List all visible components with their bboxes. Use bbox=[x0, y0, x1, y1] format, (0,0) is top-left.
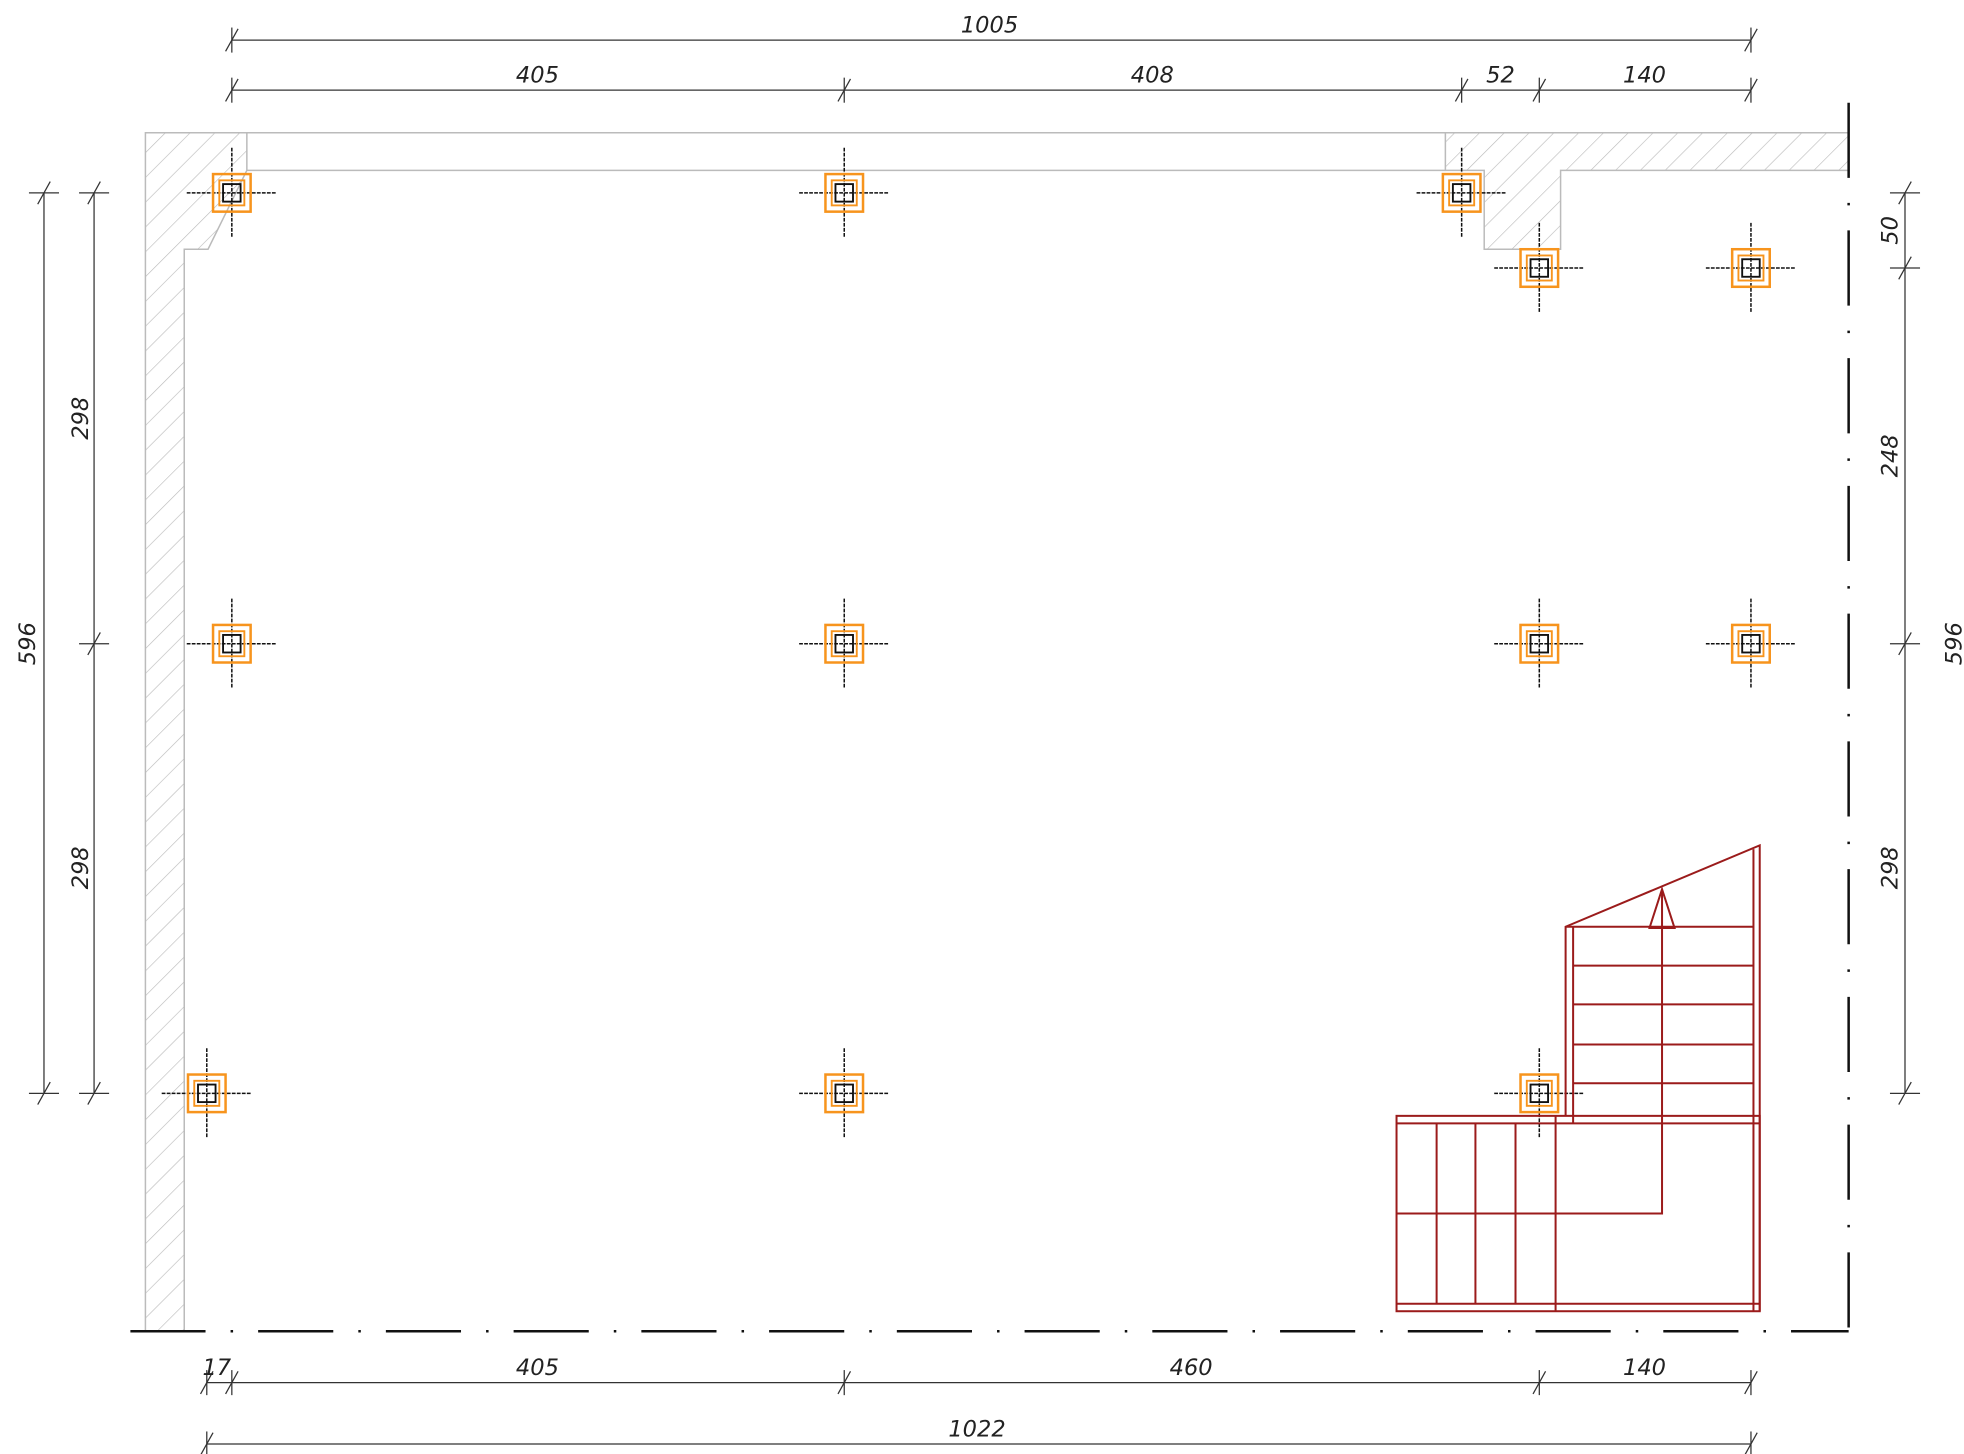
column-core bbox=[1529, 634, 1550, 654]
dimension-tick bbox=[1532, 1371, 1547, 1395]
column bbox=[186, 147, 277, 238]
column bbox=[1494, 1048, 1585, 1139]
column-plate bbox=[1737, 254, 1765, 282]
columns bbox=[161, 147, 1797, 1139]
column-plate bbox=[1525, 254, 1553, 282]
dimension-tick bbox=[1454, 78, 1469, 102]
dimension-tick bbox=[1532, 78, 1547, 102]
column-plate bbox=[1737, 630, 1765, 658]
column-plate bbox=[830, 179, 858, 207]
column bbox=[799, 147, 890, 238]
dimension-lines bbox=[28, 27, 1921, 1454]
dimension-label: 50 bbox=[1877, 216, 1903, 245]
column bbox=[1705, 222, 1797, 314]
dimension-label: 408 bbox=[1131, 63, 1174, 89]
dimension-tick bbox=[200, 1432, 214, 1454]
dimension-label: 405 bbox=[516, 63, 559, 89]
dimension-tick bbox=[199, 1371, 214, 1395]
column-core bbox=[834, 634, 854, 654]
dimension-label: 140 bbox=[1623, 1355, 1666, 1381]
dimension-label: 1005 bbox=[961, 13, 1018, 39]
column-base bbox=[211, 172, 252, 213]
dimension-tick bbox=[87, 181, 101, 205]
dimension-tick bbox=[1744, 1371, 1758, 1395]
dimension-tick bbox=[225, 1371, 239, 1395]
column-core bbox=[1451, 183, 1472, 203]
column-base bbox=[1730, 247, 1771, 289]
dimension-tick bbox=[37, 1081, 51, 1105]
column-base bbox=[824, 623, 865, 664]
column-plate bbox=[193, 1079, 221, 1107]
column-base bbox=[1519, 247, 1560, 289]
column bbox=[1494, 222, 1585, 314]
column-plate bbox=[830, 630, 858, 658]
column-core bbox=[1529, 1083, 1550, 1104]
dimension-tick bbox=[837, 1371, 852, 1395]
dimension-tick bbox=[37, 181, 51, 205]
dimension-tick bbox=[1744, 78, 1758, 102]
column-base bbox=[824, 172, 865, 213]
column bbox=[1705, 598, 1797, 689]
column-plate bbox=[1448, 179, 1476, 207]
dimension-tick bbox=[1898, 256, 1912, 280]
dimension-label: 140 bbox=[1623, 63, 1666, 89]
column-core bbox=[222, 634, 242, 654]
dimension-label: 298 bbox=[1877, 846, 1903, 889]
column-core bbox=[1741, 258, 1761, 278]
dimension-tick bbox=[225, 28, 239, 52]
dimension-tick bbox=[1744, 28, 1758, 52]
column bbox=[799, 1048, 890, 1139]
dimension-tick bbox=[1898, 632, 1912, 656]
column bbox=[161, 1048, 252, 1139]
column-base bbox=[1519, 1073, 1560, 1114]
column-core bbox=[834, 1083, 854, 1104]
column-base bbox=[211, 623, 252, 664]
column bbox=[1416, 147, 1507, 238]
column-core bbox=[1741, 634, 1761, 654]
stair-flight bbox=[1564, 843, 1761, 1312]
column-base bbox=[186, 1073, 227, 1114]
dimension-label: 596 bbox=[1941, 622, 1964, 665]
column-core bbox=[222, 183, 242, 203]
dimension-tick bbox=[1744, 1432, 1758, 1454]
top-right-wall bbox=[1444, 131, 1850, 250]
dimension-label: 298 bbox=[68, 846, 94, 889]
column bbox=[186, 598, 277, 689]
walls bbox=[130, 102, 1850, 1333]
column-plate bbox=[830, 1079, 858, 1107]
dimension-label: 298 bbox=[68, 397, 94, 440]
stair-arrow-head bbox=[1648, 885, 1676, 930]
dimension-label: 596 bbox=[15, 622, 41, 665]
staircase bbox=[1395, 843, 1761, 1313]
dimension-tick bbox=[225, 78, 239, 102]
column-plate bbox=[1525, 630, 1553, 658]
column-plate bbox=[218, 179, 246, 207]
dimension-tick bbox=[837, 78, 852, 102]
column-base bbox=[824, 1073, 865, 1114]
column-base bbox=[1519, 623, 1560, 664]
column-core bbox=[1529, 258, 1550, 278]
column-plate bbox=[218, 630, 246, 658]
stair-arrow-line bbox=[1396, 891, 1664, 1215]
dimension-label: 460 bbox=[1170, 1355, 1213, 1381]
left-wall bbox=[144, 131, 248, 1333]
column-core bbox=[197, 1083, 217, 1104]
column bbox=[1494, 598, 1585, 689]
column bbox=[799, 598, 890, 689]
dimension-label: 52 bbox=[1486, 63, 1515, 89]
dimension-tick bbox=[87, 1081, 101, 1105]
dimension-tick bbox=[1898, 1081, 1912, 1105]
dimension-tick bbox=[87, 632, 101, 656]
column-core bbox=[834, 183, 854, 203]
column-plate bbox=[1525, 1079, 1553, 1107]
dimension-label: 17 bbox=[202, 1355, 231, 1381]
dimension-label: 1022 bbox=[948, 1416, 1005, 1442]
column-base bbox=[1730, 623, 1771, 664]
dimension-tick bbox=[1898, 181, 1912, 205]
dimension-label: 248 bbox=[1877, 434, 1903, 477]
column-base bbox=[1441, 172, 1482, 213]
dimension-label: 405 bbox=[516, 1355, 559, 1381]
